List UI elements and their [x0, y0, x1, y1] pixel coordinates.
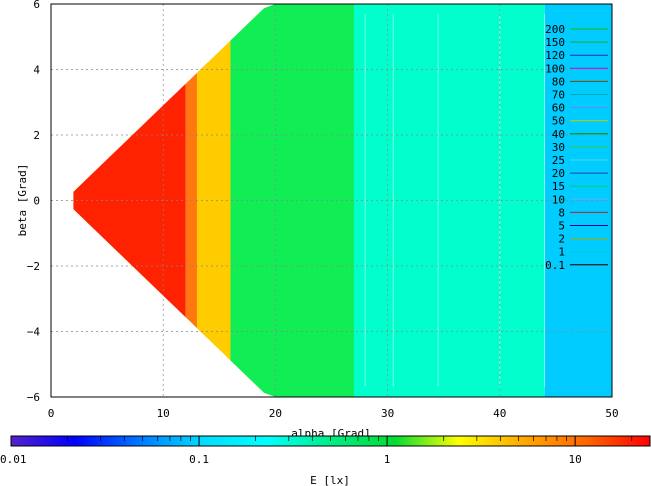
legend-label-17: 1	[558, 246, 565, 259]
legend-label-12: 15	[552, 180, 565, 193]
legend-label-18: 0.1	[545, 259, 565, 272]
legend-label-10: 25	[552, 154, 565, 167]
heat-region-5	[544, 4, 612, 397]
colorbar: 0.01 0.1 1 10	[0, 435, 651, 466]
x-tick-label-1: 10	[157, 407, 170, 420]
y-tick-label-5: 4	[33, 64, 40, 77]
legend-label-16: 2	[558, 233, 565, 246]
y-tick-label-2: −2	[27, 260, 40, 273]
legend-label-7: 50	[552, 115, 565, 128]
colorbar-tick-label-1: 0.1	[189, 453, 209, 466]
legend-label-1: 150	[545, 36, 565, 49]
plot-frame	[50, 3, 613, 398]
legend-label-5: 70	[552, 89, 565, 102]
legend-label-13: 10	[552, 193, 565, 206]
legend-label-9: 30	[552, 141, 565, 154]
y-tick-label-0: −6	[27, 391, 40, 404]
y-tick-label-6: 6	[33, 0, 40, 11]
y-tick-label-4: 2	[33, 129, 40, 142]
y-tick-label-1: −4	[27, 326, 41, 339]
legend-label-2: 120	[545, 49, 565, 62]
legend-label-3: 100	[545, 62, 565, 75]
x-tick-label-5: 50	[605, 407, 618, 420]
colorbar-tick-label-0: 0.01	[0, 453, 27, 466]
colorbar-label: E [lx]	[310, 474, 350, 486]
y-axis-title: beta [Grad]	[16, 164, 29, 237]
y-tick-label-3: 0	[33, 195, 40, 208]
x-tick-label-0: 0	[48, 407, 55, 420]
heat-region-4	[353, 4, 545, 397]
x-tick-label-3: 30	[381, 407, 394, 420]
legend-label-6: 60	[552, 102, 565, 115]
heat-region-0	[73, 83, 186, 318]
legend-label-4: 80	[552, 75, 565, 88]
legend-label-8: 40	[552, 128, 565, 141]
colorbar-tick-label-2: 1	[384, 453, 391, 466]
x-tick-label-2: 20	[269, 407, 282, 420]
legend-label-11: 20	[552, 167, 565, 180]
legend-label-15: 5	[558, 220, 565, 233]
colorbar-tick-label-3: 10	[569, 453, 582, 466]
x-tick-label-4: 40	[493, 407, 506, 420]
legend-label-0: 200	[545, 23, 565, 36]
legend-label-14: 8	[558, 206, 565, 219]
